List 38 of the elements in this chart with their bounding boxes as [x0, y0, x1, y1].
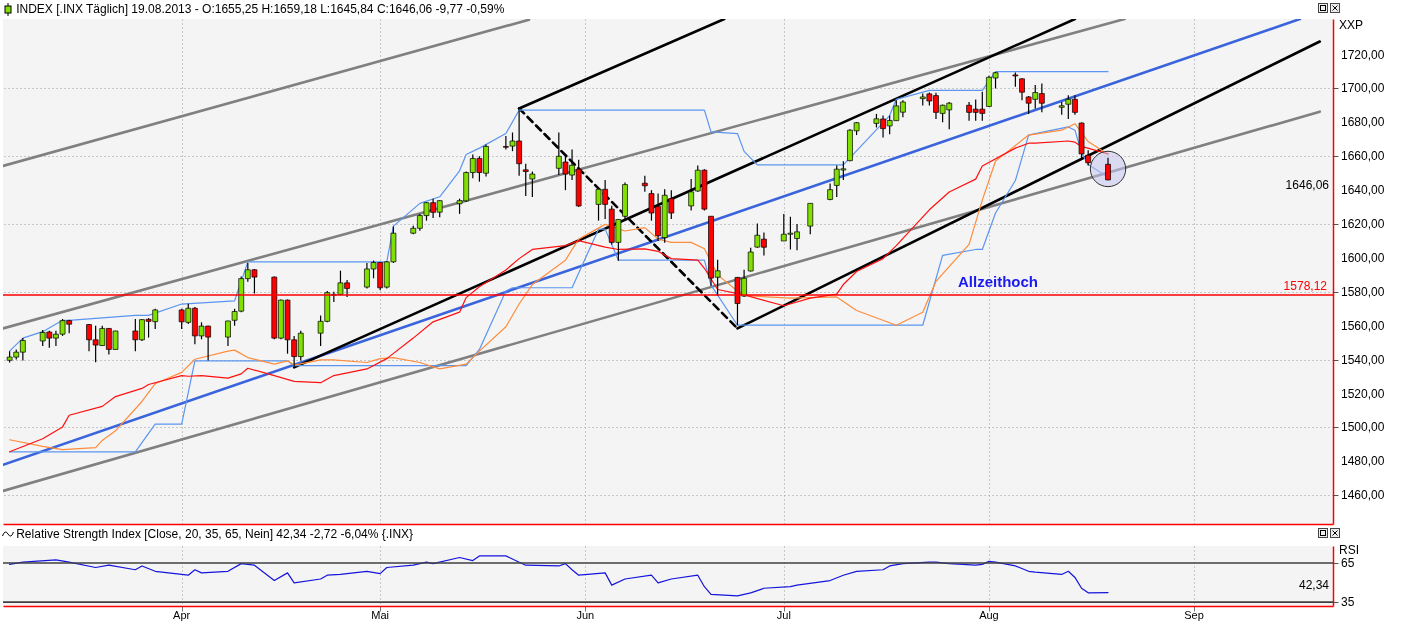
text: RSI — [1339, 543, 1360, 557]
line-series — [9, 555, 1109, 597]
y-tick-label: 1480,00 — [1341, 454, 1385, 469]
x-tick-label: Mai — [371, 609, 390, 621]
annotation: Allzeithoch — [957, 273, 1039, 290]
chart-title: INDEX [.INX Täglich] 19.08.2013 - O:1655,25 H:1659,18 L:1645,84 C:1646,06 -9,77 -0,59% — [16, 2, 505, 16]
y-tick-label: 1460,00 — [1341, 488, 1385, 503]
x-tick-label: Jul — [776, 609, 791, 621]
y-tick-label: 1640,00 — [1341, 183, 1385, 198]
y-tick-label: 1600,00 — [1341, 250, 1385, 265]
x-tick-label: Aug — [979, 609, 999, 621]
candlestick — [1105, 157, 1111, 181]
annotation: 42,34 — [1298, 578, 1330, 592]
y-tick-label: 35 — [1341, 595, 1355, 610]
y-tick-label: 1620,00 — [1341, 217, 1385, 232]
chart-title: Relative Strength Index [Close, 20, 35, 65, Nein] 42,34 -2,72 -6,04% {.INX} — [16, 527, 414, 541]
candlestick — [529, 170, 536, 198]
ref-line-label: 1578,12 — [1283, 279, 1328, 294]
y-tick-label: 65 — [1341, 555, 1355, 570]
candlestick — [747, 247, 754, 273]
y-tick-label: 1540,00 — [1341, 352, 1385, 367]
candlestick — [522, 163, 529, 197]
y-tick-label: 1580,00 — [1341, 284, 1385, 299]
x-tick-label: Sep — [1184, 609, 1204, 621]
candlestick — [1019, 77, 1025, 101]
y-tick-label: 1560,00 — [1341, 318, 1385, 333]
annotation: 1646,06 — [1285, 178, 1330, 192]
x-tick-label: Apr — [173, 609, 191, 621]
y-tick-label: 1500,00 — [1341, 420, 1385, 435]
y-tick-label: 1700,00 — [1341, 81, 1385, 96]
text: XXP — [1339, 18, 1364, 32]
y-tick-label: 1680,00 — [1341, 115, 1385, 130]
y-tick-label: 1720,00 — [1341, 47, 1385, 62]
candlestick — [807, 202, 814, 235]
y-tick-label: 1660,00 — [1341, 149, 1385, 164]
x-tick-label: Jun — [576, 609, 595, 621]
y-tick-label: 1520,00 — [1341, 386, 1385, 401]
line-series — [9, 71, 1109, 352]
